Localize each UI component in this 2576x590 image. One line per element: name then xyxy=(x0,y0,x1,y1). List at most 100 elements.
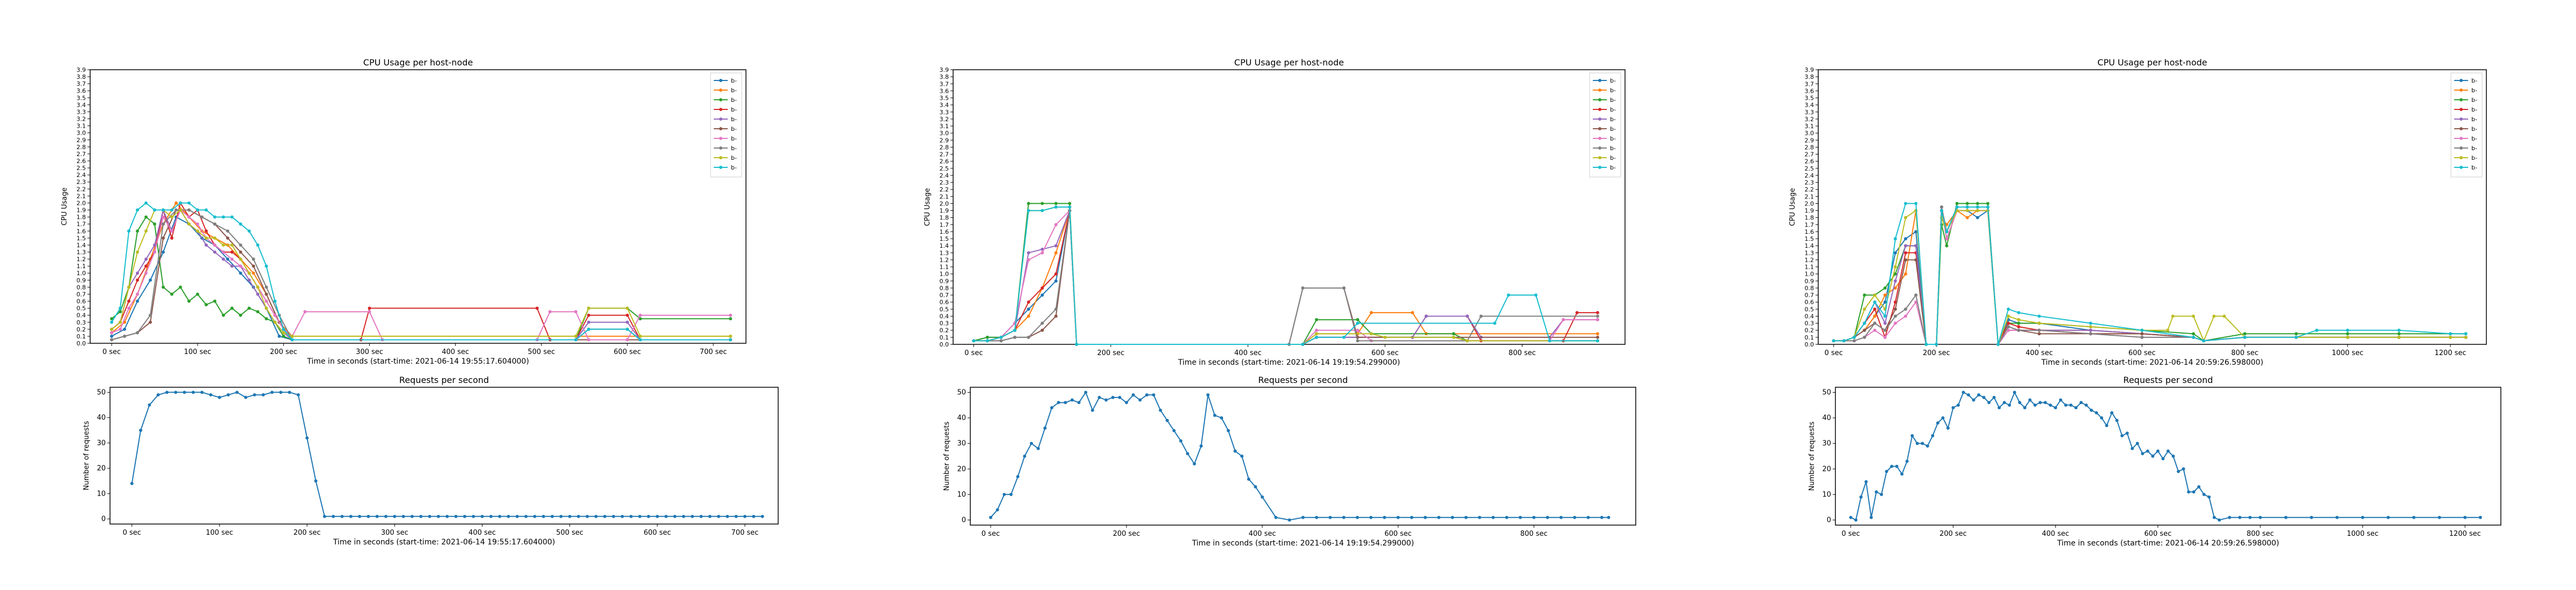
data-point xyxy=(638,514,642,518)
y-axis-label: CPU Usage xyxy=(61,187,69,225)
data-point xyxy=(1893,265,1897,269)
data-point xyxy=(136,229,140,233)
data-point xyxy=(1301,286,1305,290)
data-point xyxy=(1477,515,1481,519)
data-point xyxy=(1054,205,1058,209)
data-point xyxy=(2105,424,2109,427)
legend-label: b- xyxy=(1610,87,1616,94)
y-tick-label: 1.1 xyxy=(77,263,86,270)
x-tick-label: 1000 sec xyxy=(2347,530,2379,538)
legend-label: b- xyxy=(731,126,737,132)
data-point xyxy=(1873,300,1877,304)
data-point xyxy=(1315,328,1319,332)
data-point xyxy=(541,514,545,518)
data-point xyxy=(1247,477,1250,481)
data-point xyxy=(119,306,122,310)
chart-title: CPU Usage per host-node xyxy=(1234,57,1344,68)
data-point xyxy=(1328,515,1332,519)
y-tick-label: 30 xyxy=(957,440,966,448)
data-point xyxy=(1027,300,1030,304)
data-point xyxy=(1573,515,1577,519)
data-point xyxy=(200,215,204,219)
data-point xyxy=(239,271,243,275)
data-point xyxy=(213,250,217,254)
y-tick-label: 3.8 xyxy=(1805,73,1814,80)
data-point xyxy=(1179,439,1183,442)
legend-label: b- xyxy=(1610,97,1616,104)
data-point xyxy=(110,320,114,324)
data-point xyxy=(625,327,629,331)
data-point xyxy=(2084,403,2088,407)
data-point xyxy=(196,208,200,212)
chart-title: CPU Usage per host-node xyxy=(363,57,473,68)
data-point xyxy=(213,236,217,240)
data-point xyxy=(1975,202,1979,205)
data-point xyxy=(507,514,510,518)
data-point xyxy=(1029,441,1033,445)
y-tick-label: 40 xyxy=(957,414,966,422)
data-point xyxy=(384,514,387,518)
data-point xyxy=(192,390,195,394)
data-point xyxy=(1914,258,1918,262)
y-tick-label: 1.6 xyxy=(940,228,949,235)
data-point xyxy=(1965,216,1969,219)
data-point xyxy=(1893,251,1897,255)
data-point xyxy=(136,331,140,335)
data-point xyxy=(144,215,148,219)
data-point xyxy=(1955,202,1959,205)
legend-label: b- xyxy=(731,164,737,171)
y-tick-label: 0.3 xyxy=(77,319,86,326)
legend-label: b- xyxy=(1610,135,1616,142)
y-tick-label: 20 xyxy=(97,464,106,473)
data-point xyxy=(1548,339,1552,343)
chart-title: Requests per second xyxy=(1258,375,1348,385)
data-point xyxy=(187,208,191,212)
data-point xyxy=(419,514,423,518)
data-point xyxy=(204,236,208,240)
data-point xyxy=(170,215,174,219)
data-point xyxy=(760,514,764,518)
data-point xyxy=(136,208,140,212)
data-point xyxy=(1301,515,1305,519)
data-point xyxy=(639,334,642,338)
data-point xyxy=(265,292,268,296)
y-tick-label: 3.9 xyxy=(1805,67,1814,73)
data-point xyxy=(1301,343,1305,346)
legend-marker xyxy=(719,137,722,140)
data-point xyxy=(1596,311,1599,314)
data-point xyxy=(1875,490,1878,494)
data-point xyxy=(1883,328,1887,332)
data-point xyxy=(282,334,286,338)
data-point xyxy=(1532,515,1536,519)
data-point xyxy=(603,514,606,518)
data-point xyxy=(2228,515,2231,519)
y-tick-label: 2.0 xyxy=(940,200,949,207)
data-point xyxy=(144,229,148,233)
y-tick-label: 2.2 xyxy=(940,186,949,193)
data-point xyxy=(1002,492,1006,496)
data-point xyxy=(247,229,251,233)
data-point xyxy=(247,306,251,310)
data-point xyxy=(1027,209,1030,212)
data-point xyxy=(2054,406,2058,410)
data-point xyxy=(2141,452,2145,455)
x-axis-label: Time in seconds (start-time: 2021-06-14 … xyxy=(333,538,555,547)
data-point xyxy=(1041,209,1044,212)
y-tick-label: 0.4 xyxy=(77,312,86,319)
data-point xyxy=(265,306,268,310)
data-point xyxy=(282,331,286,335)
data-point xyxy=(708,514,712,518)
data-point xyxy=(148,403,151,407)
data-point xyxy=(2167,449,2170,453)
data-point xyxy=(1904,216,1907,219)
data-point xyxy=(1041,321,1044,325)
y-tick-label: 0.7 xyxy=(77,291,86,298)
data-point xyxy=(2007,325,2010,329)
data-point xyxy=(1914,230,1918,233)
data-point xyxy=(1914,293,1918,297)
data-point xyxy=(574,334,577,338)
data-point xyxy=(1915,441,1919,445)
data-point xyxy=(2192,490,2196,494)
data-point xyxy=(1043,426,1047,430)
data-point xyxy=(1054,279,1058,283)
